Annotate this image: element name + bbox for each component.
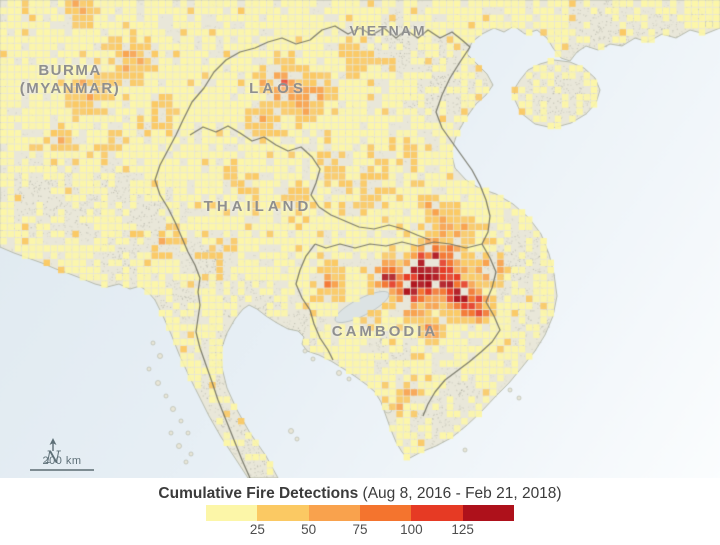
country-label-burma: BURMA (MYANMAR): [19, 62, 121, 97]
fire-detection-map-canvas: [0, 0, 720, 478]
country-label-thailand: THAILAND: [203, 198, 313, 215]
north-arrow: N: [36, 438, 70, 468]
scale-bar-line: [30, 469, 94, 471]
north-arrow-icon: [49, 438, 57, 451]
legend-tick-50: 50: [301, 522, 317, 537]
legend-tick-100: 100: [400, 522, 423, 537]
legend-tick-25: 25: [249, 522, 265, 537]
legend-segment-4: [411, 505, 463, 521]
map-title-main: Cumulative Fire Detections: [158, 485, 359, 502]
legend-segment-3: [359, 505, 412, 521]
map-title-period: (Aug 8, 2016 - Feb 21, 2018): [358, 485, 562, 502]
legend-tick-75: 75: [352, 522, 368, 537]
legend-segment-0: [206, 505, 258, 521]
legend-segment-1: [257, 505, 309, 521]
legend-segment-2: [308, 505, 360, 521]
map-title: Cumulative Fire Detections (Aug 8, 2016 …: [0, 485, 720, 503]
caption-area: Cumulative Fire Detections (Aug 8, 2016 …: [0, 478, 720, 545]
legend-tick-125: 125: [451, 522, 474, 537]
north-arrow-label: N: [45, 448, 61, 468]
country-label-laos: LAOS: [249, 80, 307, 97]
legend-color-bar: [206, 505, 514, 521]
country-label-cambodia: CAMBODIA: [331, 323, 439, 340]
legend-segment-5: [462, 505, 514, 521]
scale-bar: 200 km: [30, 455, 94, 471]
country-label-vietnam: VIETNAM: [349, 22, 427, 39]
scale-bar-label: 200 km: [42, 455, 82, 467]
